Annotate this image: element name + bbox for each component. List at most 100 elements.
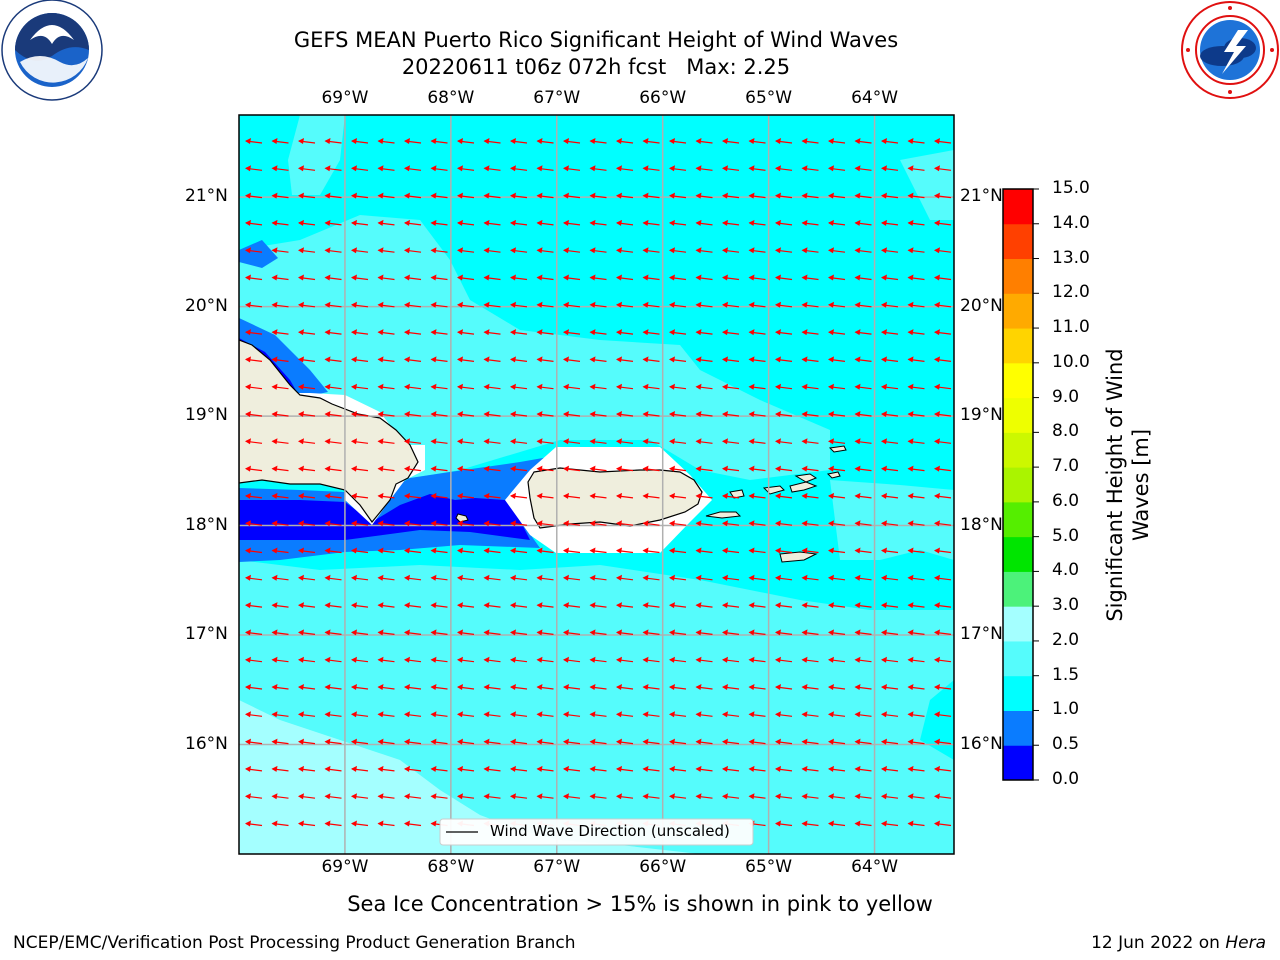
wave-arrow-199 xyxy=(510,329,528,336)
lon-label-bottom-5: 64°W xyxy=(851,857,899,877)
wave-arrow-603 xyxy=(483,738,501,745)
lat-label-left-5: 16°N xyxy=(185,733,228,754)
wave-arrow-202 xyxy=(589,329,607,336)
lon-label-bottom-3: 66°W xyxy=(639,857,687,877)
wave-arrow-607 xyxy=(589,738,607,745)
wave-arrow-573 xyxy=(404,711,422,718)
colorbar-tick-label-8: 6.0 xyxy=(1052,490,1080,511)
wave-arrow-219 xyxy=(324,356,342,363)
wave-arrow-351 xyxy=(245,492,263,499)
wave-arrow-18 xyxy=(722,138,740,144)
wave-arrow-589 xyxy=(828,711,846,718)
wave-arrow-485 xyxy=(934,602,952,609)
wave-arrow-137 xyxy=(298,274,316,281)
wave-arrow-341 xyxy=(695,465,713,472)
wave-arrow-415 xyxy=(510,547,528,554)
wave-arrow-195 xyxy=(404,329,422,336)
wave-arrow-520 xyxy=(430,656,448,663)
wave-arrow-450 xyxy=(722,574,740,581)
wave-arrow-232 xyxy=(669,356,687,363)
colorbar-tick-label-5: 3.0 xyxy=(1052,595,1080,616)
wave-arrow-606 xyxy=(563,738,581,745)
wave-arrow-370 xyxy=(748,492,766,499)
wave-arrow-217 xyxy=(271,356,289,363)
wave-arrow-621 xyxy=(245,765,263,772)
wave-arrow-387 xyxy=(483,520,501,527)
wave-arrow-122 xyxy=(616,247,634,254)
colorbar-tick-label-9: 7.0 xyxy=(1052,456,1080,477)
wave-arrow-269 xyxy=(934,383,952,390)
wave-arrow-463 xyxy=(351,602,369,609)
lon-label-top-5: 64°W xyxy=(851,88,899,108)
wave-arrow-664 xyxy=(669,793,687,800)
wave-arrow-661 xyxy=(589,793,607,800)
wave-arrow-680 xyxy=(377,820,395,827)
caption: Sea Ice Concentration > 15% is shown in … xyxy=(347,892,933,916)
colorbar-frame xyxy=(1002,188,1034,781)
wave-arrow-168 xyxy=(404,301,422,308)
wave-arrow-523 xyxy=(510,656,528,663)
wave-arrow-399 xyxy=(801,520,819,527)
wave-arrow-513 xyxy=(245,656,263,663)
wave-arrow-208 xyxy=(748,329,766,336)
wave-arrow-180 xyxy=(722,301,740,308)
wave-arrow-363 xyxy=(563,492,581,499)
wave-arrow-366 xyxy=(642,492,660,499)
wave-arrow-130 xyxy=(828,247,846,254)
wave-arrow-159 xyxy=(881,274,899,281)
wave-arrow-56 xyxy=(298,192,316,199)
wave-arrow-76 xyxy=(828,192,846,199)
wave-arrow-267 xyxy=(881,383,899,390)
wave-arrow-353 xyxy=(298,492,316,499)
wave-arrow-375 xyxy=(881,492,899,499)
wave-arrow-565 xyxy=(907,684,925,690)
wave-arrow-567 xyxy=(245,711,263,718)
wave-arrow-263 xyxy=(775,383,793,390)
wave-arrow-516 xyxy=(324,656,342,663)
wave-arrow-525 xyxy=(563,656,581,663)
wave-arrow-78 xyxy=(881,192,899,199)
wave-arrow-498 xyxy=(563,629,581,636)
wave-arrow-164 xyxy=(298,301,316,308)
wave-arrow-576 xyxy=(483,711,501,718)
wave-arrow-538 xyxy=(907,656,925,663)
wave-arrow-240 xyxy=(881,356,899,363)
wave-arrow-637 xyxy=(669,765,687,772)
wave-arrow-165 xyxy=(324,301,342,308)
wave-arrow-408 xyxy=(324,547,342,554)
wave-arrow-231 xyxy=(642,356,660,363)
wave-arrow-564 xyxy=(881,684,899,690)
wave-arrow-20 xyxy=(775,138,793,144)
wave-arrow-577 xyxy=(510,711,528,718)
wave-arrow-64 xyxy=(510,192,528,199)
wave-height-field xyxy=(239,115,954,854)
wave-arrow-0 xyxy=(245,138,263,144)
wave-arrow-69 xyxy=(642,192,660,199)
wave-arrow-72 xyxy=(722,192,740,199)
wave-arrow-322 xyxy=(907,438,925,445)
wave-arrow-486 xyxy=(245,629,263,636)
colorbar-segment-11 xyxy=(1003,362,1033,399)
wave-arrow-98 xyxy=(695,219,713,226)
wave-arrow-11 xyxy=(536,138,554,144)
wave-arrow-356 xyxy=(377,492,395,499)
wave-arrow-645 xyxy=(881,765,899,772)
colorbar-segment-4 xyxy=(1003,606,1033,642)
wave-arrow-215 xyxy=(934,329,952,336)
wave-arrow-46 xyxy=(748,165,766,172)
wave-arrow-205 xyxy=(669,329,687,336)
wave-arrow-392 xyxy=(616,520,634,527)
wave-arrow-519 xyxy=(404,656,422,663)
wave-arrow-301 xyxy=(351,438,369,445)
wave-arrow-615 xyxy=(801,738,819,745)
wave-arrow-593 xyxy=(934,711,952,718)
wave-arrow-659 xyxy=(536,793,554,800)
wave-arrow-418 xyxy=(589,547,607,554)
wave-arrow-439 xyxy=(430,574,448,581)
wave-arrow-89 xyxy=(457,219,475,226)
wave-arrow-204 xyxy=(642,329,660,336)
wave-arrow-97 xyxy=(669,219,687,226)
wave-arrow-87 xyxy=(404,219,422,226)
wave-arrow-669 xyxy=(801,793,819,800)
wave-arrow-272 xyxy=(298,411,316,417)
